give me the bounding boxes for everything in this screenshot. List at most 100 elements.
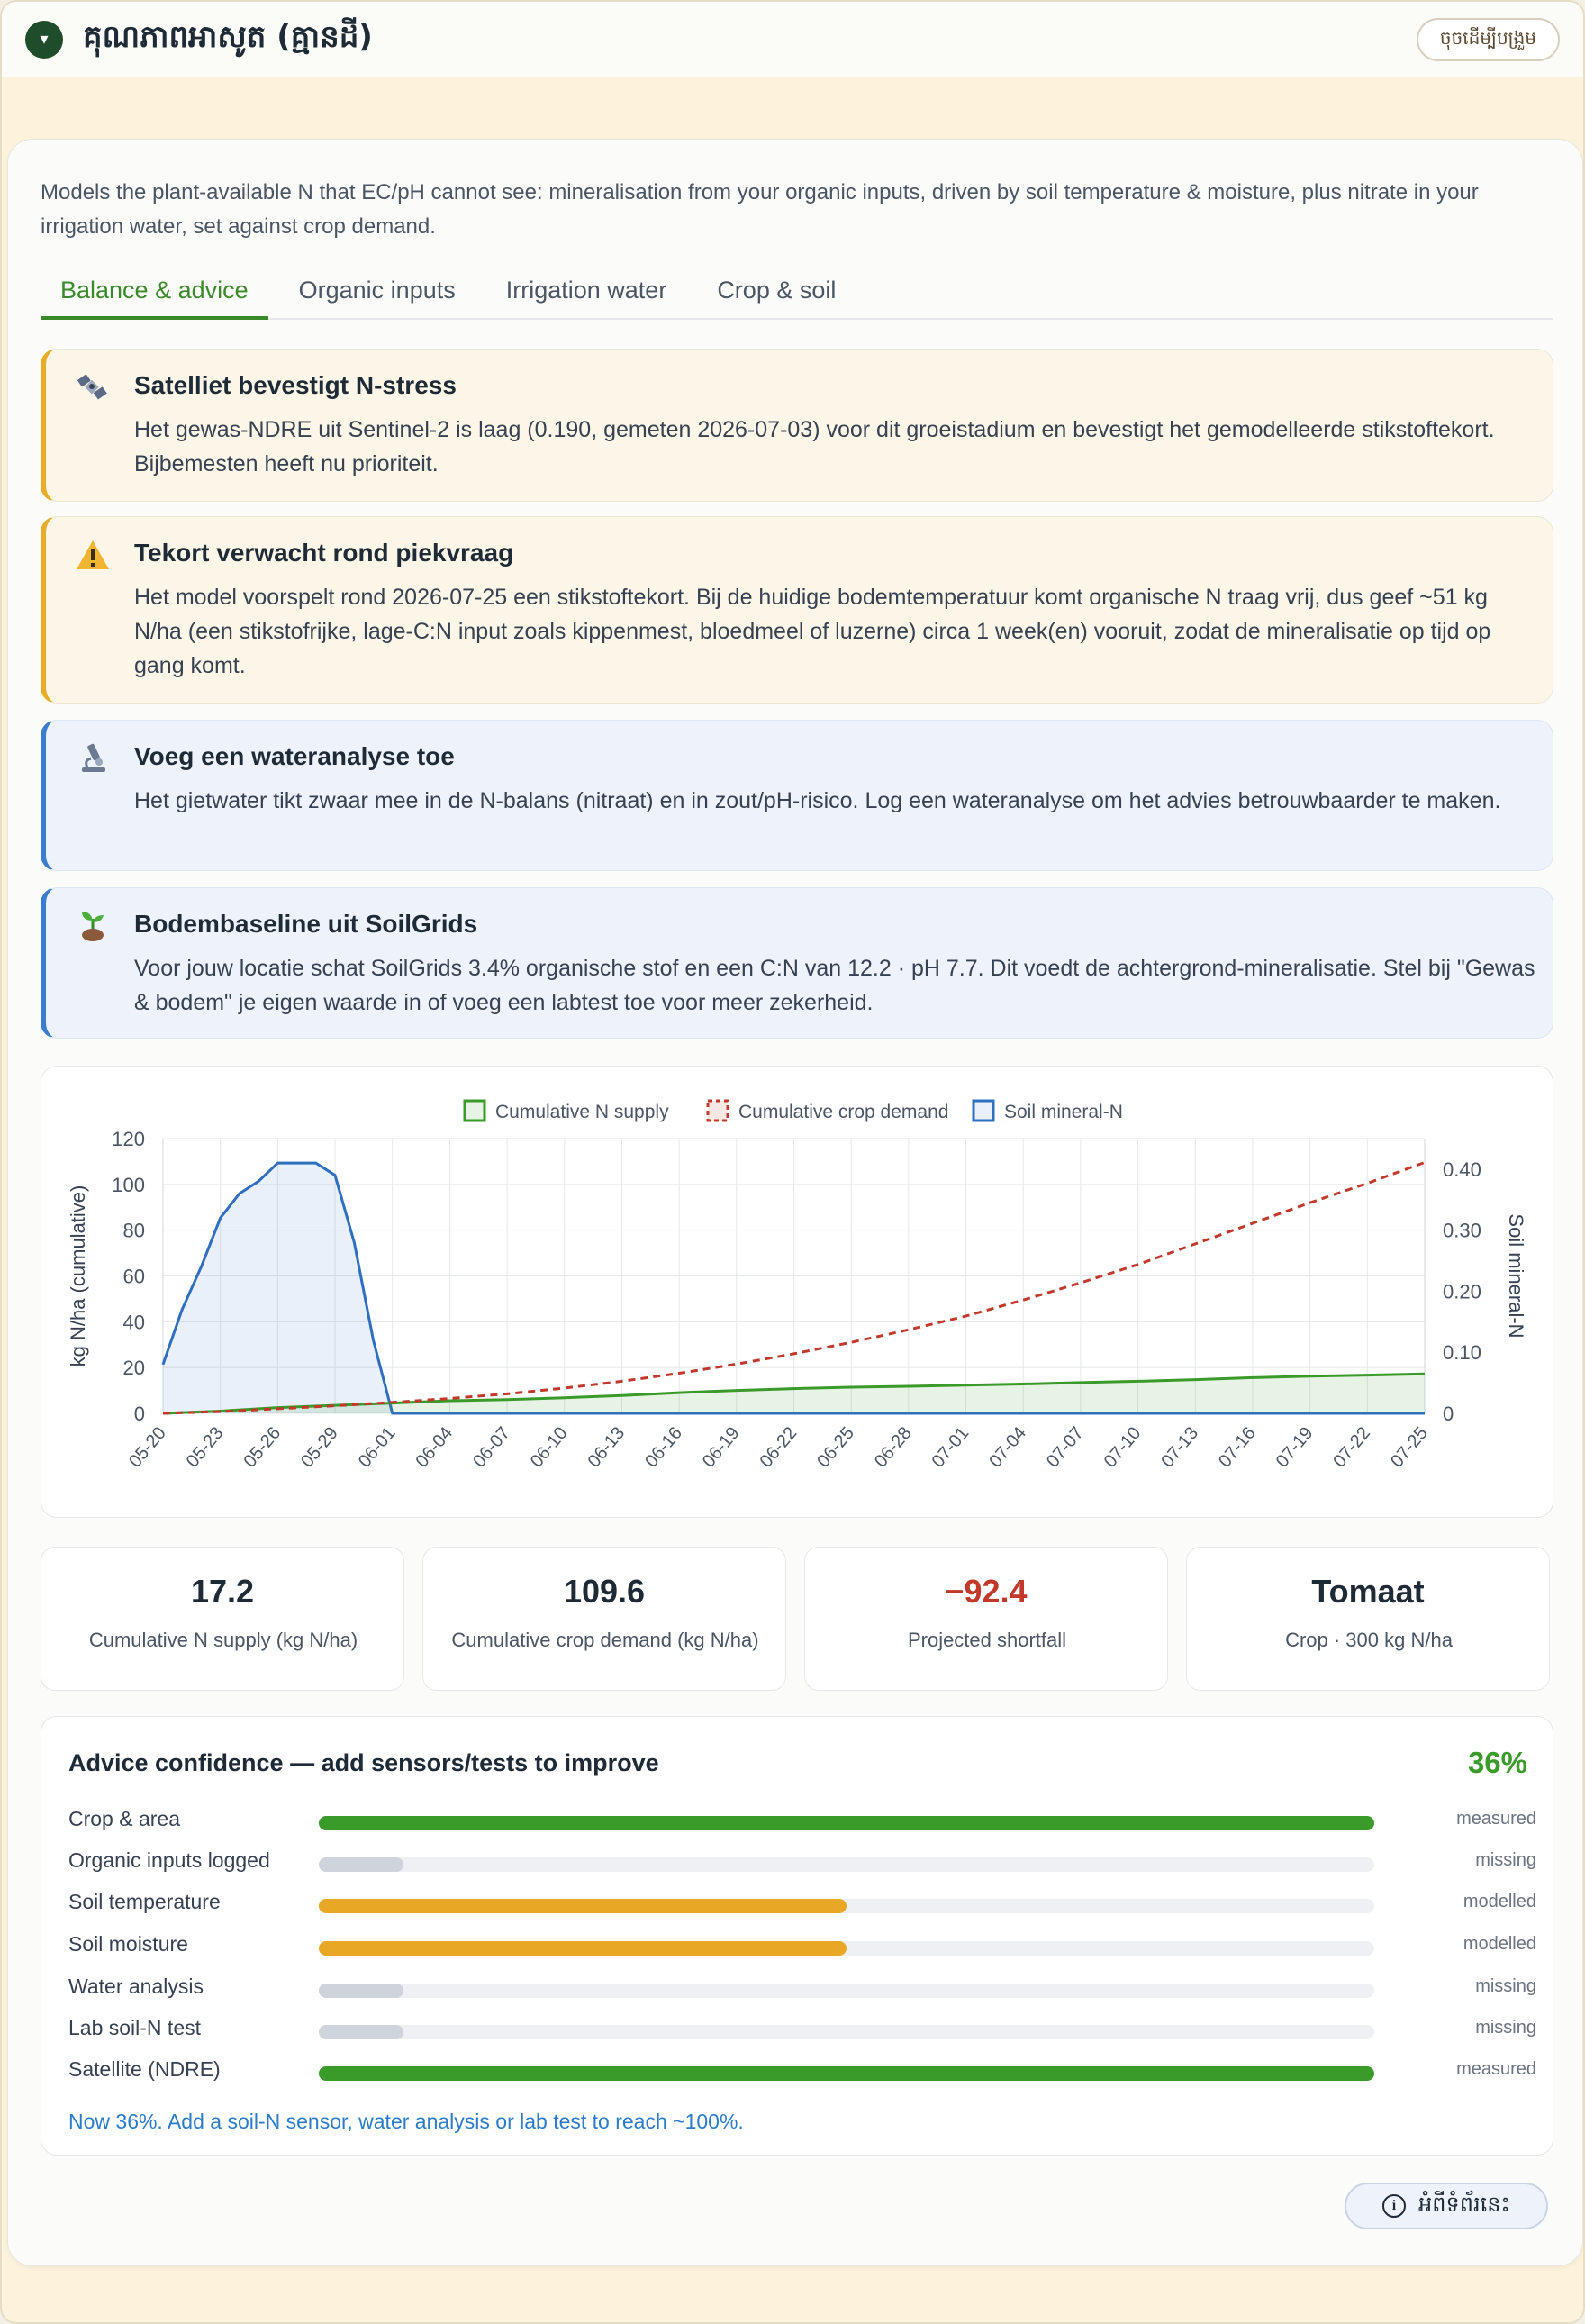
confidence-bar-fill bbox=[319, 1984, 403, 1998]
stat-value: 109.6 bbox=[563, 1573, 646, 1610]
stat-label: Cumulative crop demand (kg N/ha) bbox=[451, 1629, 759, 1651]
series-line bbox=[161, 1161, 1425, 1415]
y2-tick-label: 0.40 bbox=[1443, 1158, 1481, 1181]
stat-crop: Tomaat Crop · 300 kg N/ha bbox=[1186, 1547, 1550, 1691]
confidence-row: Lab soil-N test missing bbox=[68, 2011, 1536, 2047]
y-tick-label: 100 bbox=[112, 1174, 145, 1196]
y-tick-label: 0 bbox=[134, 1403, 145, 1425]
x-tick-label: 07-07 bbox=[1043, 1423, 1088, 1471]
confidence-bar-track bbox=[319, 1941, 1374, 1956]
x-tick-label: 06-16 bbox=[641, 1423, 686, 1471]
stat-label: Cumulative N supply (kg N/ha) bbox=[88, 1629, 358, 1651]
series-line bbox=[162, 1372, 1426, 1415]
confidence-row-label: Soil moisture bbox=[68, 1932, 188, 1956]
y-tick-label: 40 bbox=[123, 1311, 145, 1333]
legend-label: Cumulative crop demand bbox=[738, 1102, 948, 1122]
confidence-bar-track bbox=[319, 1899, 1374, 1913]
confidence-row-label: Water analysis bbox=[68, 1974, 204, 1998]
about-label: អំពីទំព័រនេះ bbox=[1418, 2191, 1510, 2217]
y2-tick-label: 0.30 bbox=[1443, 1220, 1481, 1242]
x-tick-label: 06-19 bbox=[699, 1423, 744, 1471]
y2-tick-label: 0.10 bbox=[1443, 1341, 1481, 1364]
stat-cumulative-demand: 109.6 Cumulative crop demand (kg N/ha) bbox=[422, 1547, 786, 1691]
page-title: គុណភាពអាសូត (គ្មានដី) bbox=[83, 18, 373, 55]
alert-title: Bodembaseline uit SoilGrids bbox=[134, 910, 478, 938]
alert-satellite: Satelliet bevestigt N-stress Het gewas-N… bbox=[41, 349, 1553, 502]
confidence-row: Organic inputs logged missing bbox=[68, 1843, 1536, 1879]
confidence-row: Soil moisture modelled bbox=[68, 1927, 1536, 1963]
y2-tick-label: 0.20 bbox=[1443, 1280, 1481, 1303]
satellite-icon bbox=[77, 374, 107, 400]
confidence-bar-fill bbox=[319, 1899, 847, 1913]
y-axis-title: kg N/ha (cumulative) bbox=[67, 1185, 89, 1367]
about-page-button[interactable]: i អំពីទំព័រនេះ bbox=[1345, 2183, 1548, 2229]
x-tick-label: 05-23 bbox=[183, 1423, 228, 1471]
x-tick-label: 06-07 bbox=[469, 1423, 514, 1471]
confidence-row-status: missing bbox=[1475, 1976, 1536, 1996]
tab-organic-inputs[interactable]: Organic inputs bbox=[298, 277, 456, 304]
x-tick-label: 07-01 bbox=[928, 1423, 974, 1471]
confidence-title: Advice confidence — add sensors/tests to… bbox=[68, 1749, 659, 1776]
chevron-down-icon: ▾ bbox=[40, 30, 49, 48]
x-tick-label: 06-28 bbox=[871, 1423, 916, 1471]
confidence-row-status: modelled bbox=[1463, 1892, 1536, 1911]
confidence-bar-fill bbox=[319, 2025, 403, 2039]
confidence-row-status: measured bbox=[1456, 2059, 1536, 2079]
alert-body: Het gietwater tikt zwaar mee in de N-bal… bbox=[134, 788, 1501, 813]
confidence-row-label: Organic inputs logged bbox=[68, 1848, 270, 1872]
confidence-note: Now 36%. Add a soil-N sensor, water anal… bbox=[68, 2110, 744, 2133]
confidence-bar-track bbox=[319, 2066, 1374, 2081]
alert-soilgrids: Bodembaseline uit SoilGrids Voor jouw lo… bbox=[41, 887, 1553, 1039]
legend-swatch bbox=[463, 1099, 486, 1122]
x-tick-label: 06-13 bbox=[584, 1423, 629, 1471]
x-tick-label: 05-29 bbox=[297, 1423, 342, 1471]
legend-swatch bbox=[972, 1099, 995, 1122]
legend-label: Soil mineral-N bbox=[1004, 1102, 1123, 1122]
advice-confidence-card: Advice confidence — add sensors/tests to… bbox=[41, 1716, 1553, 2156]
alert-title: Tekort verwacht rond piekvraag bbox=[134, 539, 514, 567]
x-tick-label: 07-25 bbox=[1387, 1423, 1432, 1471]
confidence-row-label: Crop & area bbox=[68, 1807, 181, 1830]
y2-tick-label: 0 bbox=[1443, 1403, 1454, 1425]
alert-title: Satelliet bevestigt N-stress bbox=[134, 371, 457, 399]
x-tick-label: 05-26 bbox=[240, 1423, 285, 1471]
alert-body: Het model voorspelt rond 2026-07-25 een … bbox=[134, 585, 1491, 678]
tab-crop-soil[interactable]: Crop & soil bbox=[717, 277, 837, 304]
y-tick-label: 20 bbox=[123, 1357, 145, 1379]
x-tick-label: 07-22 bbox=[1329, 1423, 1374, 1471]
x-tick-label: 06-22 bbox=[756, 1423, 802, 1471]
confidence-bar-track bbox=[319, 1857, 1374, 1872]
confidence-row-label: Satellite (NDRE) bbox=[68, 2057, 221, 2081]
tab-irrigation-water[interactable]: Irrigation water bbox=[505, 277, 667, 304]
tab-balance-advice[interactable]: Balance & advice bbox=[41, 266, 268, 320]
y-tick-label: 80 bbox=[123, 1220, 145, 1242]
confidence-row-status: modelled bbox=[1463, 1934, 1536, 1954]
x-tick-label: 06-25 bbox=[813, 1423, 858, 1471]
x-tick-label: 06-01 bbox=[355, 1423, 400, 1471]
confidence-bar-track bbox=[319, 1816, 1374, 1830]
collapse-toggle-button[interactable]: ▾ bbox=[25, 20, 63, 59]
confidence-row: Crop & area measured bbox=[68, 1802, 1536, 1838]
alert-body: Voor jouw locatie schat SoilGrids 3.4% o… bbox=[134, 956, 1535, 1015]
stat-cumulative-supply: 17.2 Cumulative N supply (kg N/ha) bbox=[41, 1547, 404, 1691]
confidence-bar-fill bbox=[319, 2066, 1374, 2081]
n-balance-chart: 0 20 40 60 80 100 120 05-20 05-23 05-26 05-29 06-01… bbox=[67, 1099, 1527, 1471]
confidence-row-status: measured bbox=[1456, 1809, 1536, 1829]
n-balance-chart-card: 0 20 40 60 80 100 120 05-20 05-23 05-26 05-29 06-01… bbox=[41, 1066, 1553, 1518]
confidence-row-label: Soil temperature bbox=[68, 1890, 221, 1913]
x-tick-label: 06-10 bbox=[527, 1423, 572, 1471]
alert-body: Het gewas-NDRE uit Sentinel-2 is laag (0… bbox=[134, 417, 1495, 477]
confidence-bar-fill bbox=[319, 1816, 1374, 1830]
x-tick-label: 06-04 bbox=[412, 1423, 457, 1471]
y2-axis-title: Soil mineral-N bbox=[1505, 1213, 1527, 1338]
alert-shortfall: Tekort verwacht rond piekvraag Het model… bbox=[41, 516, 1553, 704]
stat-value: −92.4 bbox=[945, 1573, 1028, 1610]
stat-value: 17.2 bbox=[190, 1573, 255, 1610]
confidence-row: Water analysis missing bbox=[68, 1969, 1536, 2005]
confidence-bar-track bbox=[319, 2025, 1374, 2039]
legend-swatch bbox=[706, 1099, 729, 1122]
alert-title: Voeg een wateranalyse toe bbox=[134, 742, 455, 770]
collapse-button[interactable]: ចុចដើម្បីបង្រួម bbox=[1416, 17, 1560, 61]
intro-text: Models the plant-available N that EC/pH … bbox=[41, 180, 1479, 239]
